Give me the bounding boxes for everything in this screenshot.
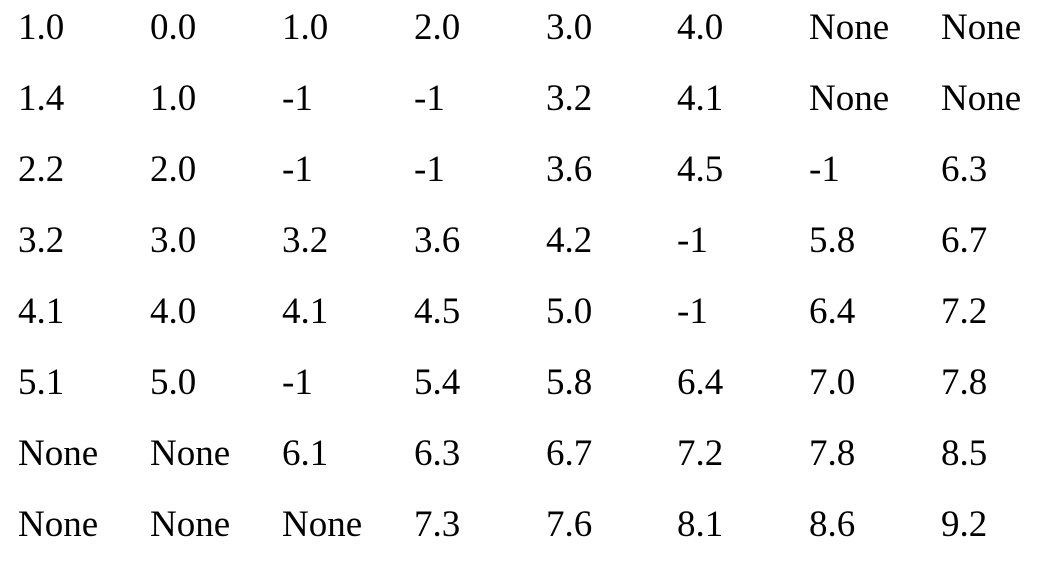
table-cell: 5.8: [546, 362, 593, 403]
table-cell: 7.3: [414, 504, 461, 545]
table-cell: 4.1: [282, 291, 329, 332]
table-cell: 3.2: [546, 78, 593, 119]
table-cell: 7.8: [809, 433, 856, 474]
table-cell: 4.0: [150, 291, 197, 332]
table-cell: None: [150, 433, 231, 474]
table-cell: 6.1: [282, 433, 329, 474]
table-cell: 6.3: [941, 149, 988, 190]
table-cell: None: [809, 78, 890, 119]
table-cell: 3.2: [282, 220, 329, 261]
table-cell: -1: [414, 149, 445, 190]
table-cell: 2.2: [18, 149, 65, 190]
value-table: 1.0 0.0 1.0 2.0 3.0 4.0 None None 1.4 1.0 -1 -1 3.2 4…: [18, 0, 1044, 564]
table-cell: -1: [677, 220, 708, 261]
table-cell: 8.6: [809, 504, 856, 545]
table-cell: 9.2: [941, 504, 988, 545]
table-cell: 6.4: [809, 291, 856, 332]
table-cell: 7.6: [546, 504, 593, 545]
table-cell: 6.7: [546, 433, 593, 474]
table-row: None None None 7.3 7.6 8.1 8.6 9.2: [18, 497, 1044, 568]
table-row: 1.4 1.0 -1 -1 3.2 4.1 None None: [18, 71, 1044, 142]
table-cell: 7.0: [809, 362, 856, 403]
table-cell: 4.5: [677, 149, 724, 190]
table-cell: 7.8: [941, 362, 988, 403]
table-cell: None: [282, 504, 363, 545]
table-cell: 5.1: [18, 362, 65, 403]
table-row: 4.1 4.0 4.1 4.5 5.0 -1 6.4 7.2: [18, 284, 1044, 355]
table-row: 3.2 3.0 3.2 3.6 4.2 -1 5.8 6.7: [18, 213, 1044, 284]
table-cell: -1: [282, 149, 313, 190]
table-cell: 4.1: [677, 78, 724, 119]
table-cell: 4.0: [677, 7, 724, 48]
table-cell: 2.0: [414, 7, 461, 48]
table-row: 1.0 0.0 1.0 2.0 3.0 4.0 None None: [18, 0, 1044, 71]
table-cell: None: [18, 504, 99, 545]
table-cell: 3.6: [414, 220, 461, 261]
table-cell: 0.0: [150, 7, 197, 48]
table-cell: 3.2: [18, 220, 65, 261]
table-row: 2.2 2.0 -1 -1 3.6 4.5 -1 6.3: [18, 142, 1044, 213]
table-cell: -1: [809, 149, 840, 190]
table-cell: None: [941, 7, 1022, 48]
table-cell: None: [941, 78, 1022, 119]
table-cell: 7.2: [677, 433, 724, 474]
table-cell: 8.5: [941, 433, 988, 474]
table-cell: None: [18, 433, 99, 474]
table-cell: 5.8: [809, 220, 856, 261]
table-cell: 5.0: [546, 291, 593, 332]
table-cell: 7.2: [941, 291, 988, 332]
table-cell: -1: [414, 78, 445, 119]
table-cell: None: [809, 7, 890, 48]
table-row: 5.1 5.0 -1 5.4 5.8 6.4 7.0 7.8: [18, 355, 1044, 426]
table-cell: 6.7: [941, 220, 988, 261]
table-cell: -1: [282, 362, 313, 403]
table-cell: 4.2: [546, 220, 593, 261]
table-cell: 1.0: [150, 78, 197, 119]
table-cell: 1.0: [18, 7, 65, 48]
table-cell: 6.4: [677, 362, 724, 403]
table-cell: None: [150, 504, 231, 545]
table-cell: 2.0: [150, 149, 197, 190]
table-cell: 3.0: [546, 7, 593, 48]
table-cell: 1.4: [18, 78, 65, 119]
table-cell: 5.0: [150, 362, 197, 403]
table-cell: 6.3: [414, 433, 461, 474]
table-cell: 4.1: [18, 291, 65, 332]
table-cell: 1.0: [282, 7, 329, 48]
table-cell: 8.1: [677, 504, 724, 545]
table-cell: -1: [282, 78, 313, 119]
table-cell: 3.6: [546, 149, 593, 190]
table-cell: 3.0: [150, 220, 197, 261]
table-cell: -1: [677, 291, 708, 332]
table-cell: 4.5: [414, 291, 461, 332]
table-cell: 5.4: [414, 362, 461, 403]
table-row: None None 6.1 6.3 6.7 7.2 7.8 8.5: [18, 426, 1044, 497]
